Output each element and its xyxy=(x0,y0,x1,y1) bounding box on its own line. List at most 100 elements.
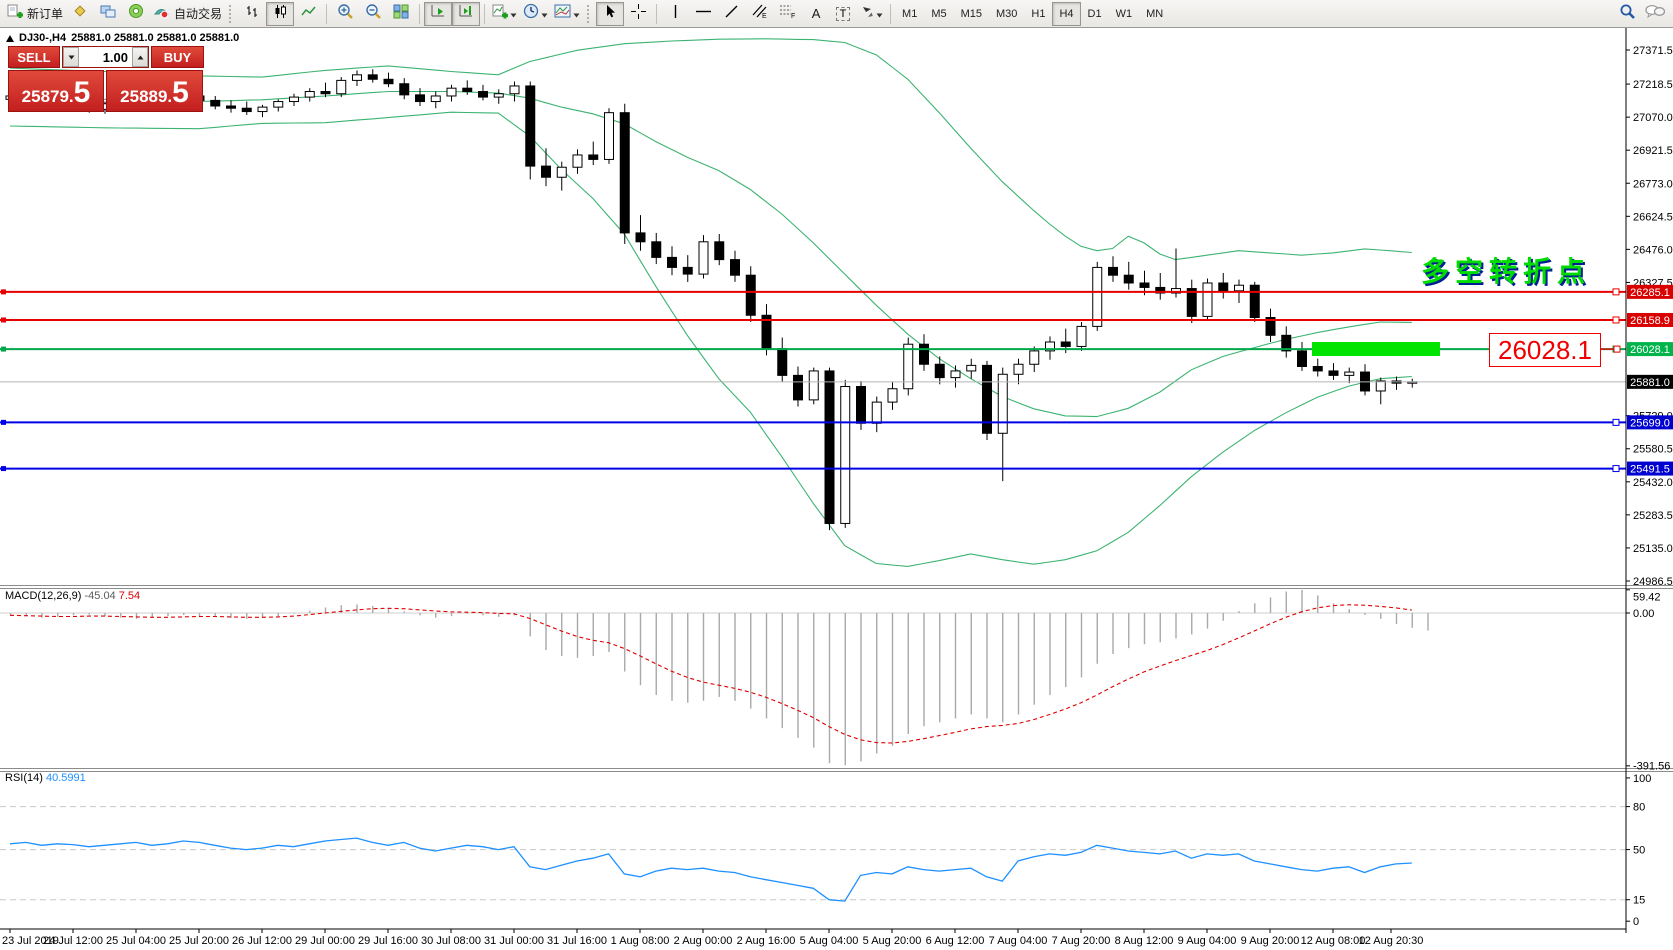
level-handle[interactable] xyxy=(1,289,6,295)
bollinger-upper-band xyxy=(9,38,1412,261)
rsi-axis-label: 50 xyxy=(1633,845,1645,857)
indicators-dropdown[interactable] xyxy=(489,2,520,26)
bar-chart-button[interactable] xyxy=(238,2,266,26)
cursor-icon xyxy=(603,4,617,24)
time-tick-label: 9 Aug 20:00 xyxy=(1241,935,1300,947)
timeframe-m30[interactable]: M30 xyxy=(996,7,1018,20)
time-tick-label: 5 Aug 20:00 xyxy=(863,935,922,947)
candle-bull xyxy=(1234,284,1244,292)
highlight-zone-rect[interactable] xyxy=(1312,342,1440,356)
zoom-in-icon xyxy=(337,3,353,24)
chart-shift-button[interactable] xyxy=(452,1,481,26)
fibonacci-tool[interactable]: F xyxy=(773,2,801,26)
equidistant-channel-tool[interactable]: E xyxy=(745,2,773,26)
price-tick-label: 26476.0 xyxy=(1633,244,1673,256)
macd-signal-value: 7.54 xyxy=(118,590,141,602)
candle-bear xyxy=(745,274,756,316)
chat-button[interactable] xyxy=(1641,2,1669,26)
level-handle[interactable] xyxy=(1,466,6,472)
collapse-panel-icon[interactable] xyxy=(6,34,14,42)
time-tick-label: 7 Aug 04:00 xyxy=(989,935,1048,947)
tile-windows-button[interactable] xyxy=(387,2,415,26)
price-axis-tag xyxy=(1627,461,1673,476)
text-label-tool[interactable]: T xyxy=(829,2,857,26)
candle-bear xyxy=(635,232,646,243)
new-order-button[interactable]: 新订单 xyxy=(4,2,66,26)
crosshair-tool-button[interactable] xyxy=(624,2,652,26)
candle-bear xyxy=(934,363,945,379)
buy-button[interactable]: BUY xyxy=(151,46,204,68)
time-tick-label: 2 Aug 16:00 xyxy=(737,935,796,947)
volume-decrease-button[interactable] xyxy=(63,47,79,67)
buy-price-main: 25889. xyxy=(120,87,173,106)
macd-axis-label: 0.00 xyxy=(1633,608,1654,620)
periods-dropdown[interactable] xyxy=(520,2,551,26)
line-chart-button[interactable] xyxy=(294,2,322,26)
toolbar: 新订单 自动交易 E F A T M1 M5 M15 M30 H1 H4 D1 W1 MN xyxy=(0,0,1673,28)
timeframe-h4[interactable]: H4 xyxy=(1052,1,1081,26)
auto-trading-button[interactable]: 自动交易 xyxy=(150,2,225,26)
level-handle[interactable] xyxy=(1612,465,1620,473)
time-tick-label: 9 Aug 04:00 xyxy=(1178,935,1237,947)
level-handle[interactable] xyxy=(1,419,6,425)
timeframe-d1[interactable]: D1 xyxy=(1087,7,1102,20)
level-handle[interactable] xyxy=(1612,316,1620,324)
candle-bear xyxy=(651,241,662,258)
candlestick-chart-button[interactable] xyxy=(266,1,295,26)
timeframe-h1[interactable]: H1 xyxy=(1031,7,1046,20)
level-price-callout[interactable]: 26028.1 xyxy=(1489,333,1601,367)
timeframe-mn[interactable]: MN xyxy=(1146,7,1164,20)
level-handle[interactable] xyxy=(1612,288,1620,296)
price-tick-label: 25580.5 xyxy=(1633,444,1673,456)
timeframe-m1[interactable]: M1 xyxy=(902,7,918,20)
volume-increase-button[interactable] xyxy=(132,47,148,67)
candle-bull xyxy=(1013,363,1024,375)
turning-point-annotation[interactable]: 多空转折点 xyxy=(1421,256,1592,287)
arrows-dropdown[interactable] xyxy=(857,2,886,26)
price-tag-label: 26285.1 xyxy=(1630,287,1670,299)
text-tool[interactable]: A xyxy=(801,2,829,26)
diamond-icon xyxy=(72,3,88,24)
timeframe-m15[interactable]: M15 xyxy=(960,7,982,20)
sell-price[interactable]: 25879. 5 xyxy=(8,70,104,112)
price-axis-tag xyxy=(1627,374,1673,389)
profiles-button[interactable] xyxy=(66,2,94,26)
toolbar-separator xyxy=(419,3,421,24)
trendline-tool[interactable] xyxy=(717,2,745,26)
market-watch-button[interactable] xyxy=(94,2,122,26)
level-handle[interactable] xyxy=(1612,418,1620,426)
buy-price[interactable]: 25889. 5 xyxy=(106,70,203,112)
macd-indicator-label: MACD(12,26,9) -45.04 7.54 xyxy=(5,590,140,602)
bar-chart-icon xyxy=(245,4,260,24)
level-handle[interactable] xyxy=(1,317,6,323)
candle-bear xyxy=(1060,341,1071,347)
templates-dropdown[interactable] xyxy=(551,2,583,26)
price-tag-label: 26158.9 xyxy=(1630,315,1670,327)
vertical-line-tool[interactable] xyxy=(661,2,689,26)
candle-bear xyxy=(1186,288,1197,317)
symbol-info-bar: DJ30-,H4 25881.0 25881.0 25881.0 25881.0 xyxy=(6,32,239,44)
time-tick-label: 25 Jul 04:00 xyxy=(106,935,166,947)
volume-input[interactable] xyxy=(79,47,132,67)
candle-bear xyxy=(824,370,835,524)
candle-bear xyxy=(210,99,221,107)
candle-bull xyxy=(1076,325,1087,347)
zoom-in-button[interactable] xyxy=(331,2,359,26)
zoom-out-button[interactable] xyxy=(359,2,387,26)
cursor-tool-button[interactable] xyxy=(596,1,625,26)
time-tick-label: 23 Jul 2019 xyxy=(2,935,59,947)
candle-bear xyxy=(1281,334,1292,352)
auto-scroll-button[interactable] xyxy=(424,1,453,26)
signals-button[interactable] xyxy=(122,2,150,26)
timeframe-w1[interactable]: W1 xyxy=(1115,7,1133,20)
horizontal-line-tool[interactable] xyxy=(689,2,717,26)
candle-bear xyxy=(919,343,929,365)
candle-bull xyxy=(808,370,819,401)
timeframe-m5[interactable]: M5 xyxy=(931,7,947,20)
time-tick-label: 25 Jul 20:00 xyxy=(169,935,229,947)
level-handle[interactable] xyxy=(1,346,6,352)
sell-button[interactable]: SELL xyxy=(8,46,60,68)
search-button[interactable] xyxy=(1613,2,1641,26)
toolbar-separator xyxy=(587,4,592,23)
